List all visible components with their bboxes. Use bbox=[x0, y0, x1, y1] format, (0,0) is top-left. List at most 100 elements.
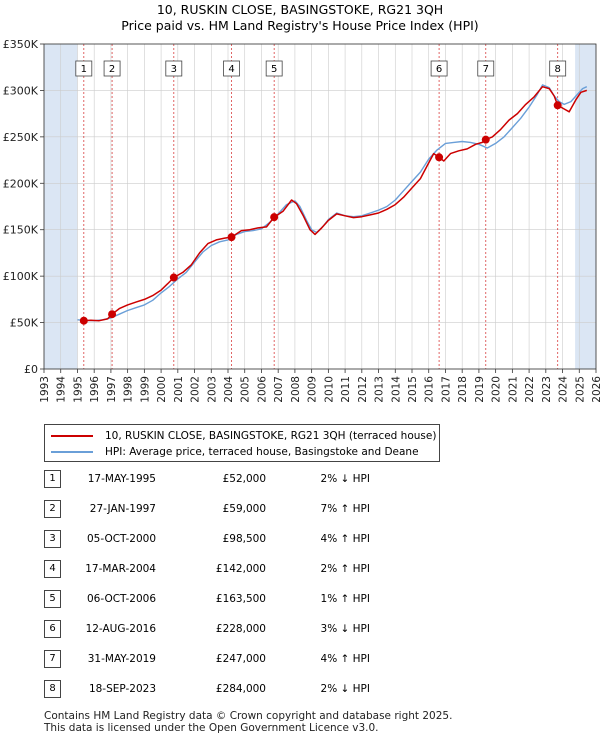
sale-number-badge: 7 bbox=[44, 650, 61, 668]
x-tick-label: 1998 bbox=[123, 376, 135, 403]
table-row: 4 17-MAR-2004 £142,000 2% ↑ HPI bbox=[0, 560, 600, 580]
x-tick-label: 2016 bbox=[424, 376, 436, 403]
table-row: 3 05-OCT-2000 £98,500 4% ↑ HPI bbox=[0, 530, 600, 550]
x-tick-label: 2001 bbox=[173, 376, 185, 403]
sale-price: £142,000 bbox=[215, 563, 266, 575]
shaded-region-after bbox=[575, 44, 596, 369]
y-tick-label: £250K bbox=[3, 131, 39, 144]
sale-number-badge: 4 bbox=[44, 560, 61, 578]
x-tick-label: 2003 bbox=[206, 376, 218, 403]
x-tick-label: 2012 bbox=[357, 376, 369, 403]
sale-hpi-change: 4% ↑ HPI bbox=[320, 533, 370, 545]
sale-point bbox=[79, 316, 88, 325]
sale-date: 18-SEP-2023 bbox=[88, 683, 156, 695]
legend-swatch-red bbox=[51, 435, 93, 437]
sale-number-badge: 3 bbox=[44, 530, 61, 548]
footer-line-1: Contains HM Land Registry data © Crown c… bbox=[44, 710, 453, 722]
legend-swatch-blue bbox=[51, 451, 93, 453]
sale-date: 27-JAN-1997 bbox=[89, 503, 156, 515]
legend-label-hpi: HPI: Average price, terraced house, Basi… bbox=[105, 446, 419, 458]
sale-price: £59,000 bbox=[222, 503, 266, 515]
x-tick-label: 2010 bbox=[323, 376, 335, 403]
y-tick-label: £200K bbox=[3, 177, 39, 190]
x-tick-label: 2023 bbox=[541, 376, 553, 403]
sale-hpi-change: 1% ↑ HPI bbox=[320, 593, 370, 605]
y-tick-label: £300K bbox=[3, 84, 39, 97]
sale-price: £284,000 bbox=[215, 683, 266, 695]
sale-number-box bbox=[477, 60, 495, 77]
x-tick-label: 2020 bbox=[491, 376, 503, 403]
sale-date: 12-AUG-2016 bbox=[85, 623, 156, 635]
x-tick-label: 2002 bbox=[190, 376, 202, 403]
x-tick-label: 1995 bbox=[72, 376, 84, 403]
sale-number-badge: 5 bbox=[44, 590, 61, 608]
sale-point bbox=[108, 310, 117, 319]
sale-point bbox=[481, 135, 490, 144]
sale-number-badge: 2 bbox=[44, 500, 61, 518]
sale-number-label: 8 bbox=[555, 64, 561, 75]
sale-number-box bbox=[265, 60, 283, 77]
sale-price: £52,000 bbox=[222, 473, 266, 485]
sale-price: £98,500 bbox=[222, 533, 266, 545]
sale-number-box bbox=[75, 60, 93, 77]
x-tick-label: 1999 bbox=[139, 376, 151, 403]
sale-number-label: 6 bbox=[436, 64, 442, 75]
y-tick-label: £350K bbox=[3, 38, 39, 51]
y-tick-label: £100K bbox=[3, 270, 39, 283]
legend-item-hpi: HPI: Average price, terraced house, Basi… bbox=[51, 444, 419, 460]
x-tick-label: 2007 bbox=[273, 376, 285, 403]
sale-number-label: 2 bbox=[109, 64, 115, 75]
sale-hpi-change: 3% ↓ HPI bbox=[320, 623, 370, 635]
sale-number-label: 7 bbox=[483, 64, 489, 75]
sale-point bbox=[227, 233, 236, 242]
sale-hpi-change: 2% ↓ HPI bbox=[320, 473, 370, 485]
x-tick-label: 1996 bbox=[89, 376, 101, 403]
sale-date: 06-OCT-2006 bbox=[87, 593, 156, 605]
sale-number-box bbox=[223, 60, 240, 77]
x-tick-label: 2024 bbox=[558, 376, 570, 403]
sale-number-badge: 6 bbox=[44, 620, 61, 638]
sale-date: 05-OCT-2000 bbox=[87, 533, 156, 545]
sale-point bbox=[435, 153, 444, 162]
sale-date: 31-MAY-2019 bbox=[87, 653, 156, 665]
y-tick-label: £0 bbox=[24, 363, 38, 376]
sale-number-badge: 1 bbox=[44, 470, 61, 488]
legend-item-property: 10, RUSKIN CLOSE, BASINGSTOKE, RG21 3QH … bbox=[51, 428, 436, 444]
x-tick-label: 2004 bbox=[223, 376, 235, 403]
sale-date: 17-MAR-2004 bbox=[85, 563, 156, 575]
x-tick-label: 2014 bbox=[390, 376, 402, 403]
plot-frame bbox=[43, 43, 597, 370]
sale-price: £228,000 bbox=[215, 623, 266, 635]
footer-line-2: This data is licensed under the Open Gov… bbox=[44, 722, 379, 734]
y-tick-label: £150K bbox=[3, 224, 39, 237]
sale-hpi-change: 4% ↑ HPI bbox=[320, 653, 370, 665]
sale-number-box bbox=[103, 60, 121, 77]
x-tick-label: 2022 bbox=[524, 376, 536, 403]
legend: 10, RUSKIN CLOSE, BASINGSTOKE, RG21 3QH … bbox=[44, 424, 440, 462]
sale-hpi-change: 2% ↓ HPI bbox=[320, 683, 370, 695]
sale-price: £247,000 bbox=[215, 653, 266, 665]
title-line-2: Price paid vs. HM Land Registry's House … bbox=[121, 18, 479, 33]
sale-number-label: 1 bbox=[81, 64, 87, 75]
x-tick-label: 1994 bbox=[56, 376, 68, 403]
sale-hpi-change: 2% ↑ HPI bbox=[320, 563, 370, 575]
price-chart: 1993 1994 1995 1996 1997 1998 1999 2000 2001 2002… bbox=[3, 38, 600, 403]
sale-number-badge: 8 bbox=[44, 680, 61, 698]
series-line-property bbox=[83, 85, 588, 322]
table-row: 7 31-MAY-2019 £247,000 4% ↑ HPI bbox=[0, 650, 600, 670]
table-row: 2 27-JAN-1997 £59,000 7% ↑ HPI bbox=[0, 500, 600, 520]
x-tick-label: 2009 bbox=[307, 376, 319, 403]
x-tick-label: 1997 bbox=[106, 376, 118, 403]
x-tick-label: 2005 bbox=[240, 376, 252, 403]
table-row: 6 12-AUG-2016 £228,000 3% ↓ HPI bbox=[0, 620, 600, 640]
x-tick-label: 1993 bbox=[39, 376, 51, 403]
x-tick-label: 2026 bbox=[591, 376, 600, 403]
x-tick-label: 2025 bbox=[574, 376, 586, 403]
sale-number-label: 4 bbox=[228, 64, 234, 75]
sale-number-label: 3 bbox=[171, 64, 177, 75]
x-tick-label: 2008 bbox=[290, 376, 302, 403]
chart-title: 10, RUSKIN CLOSE, BASINGSTOKE, RG21 3QH … bbox=[0, 2, 600, 34]
x-tick-label: 2011 bbox=[340, 376, 352, 403]
title-line-1: 10, RUSKIN CLOSE, BASINGSTOKE, RG21 3QH bbox=[156, 2, 444, 17]
x-tick-label: 2017 bbox=[440, 376, 452, 403]
